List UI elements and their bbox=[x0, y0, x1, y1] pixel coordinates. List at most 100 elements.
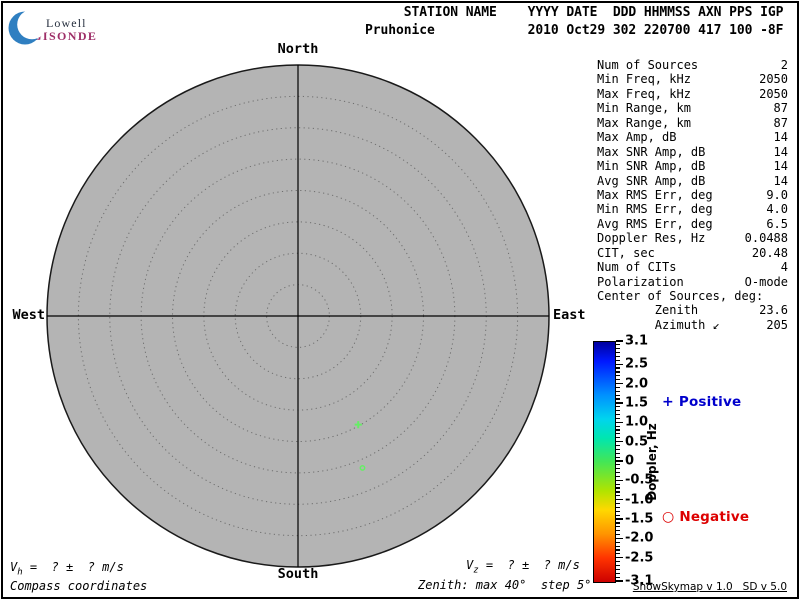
info-row: Max Range, km 87 bbox=[597, 116, 788, 130]
colorbar-tick bbox=[616, 394, 620, 396]
software-version-label: ShowSkymap v 1.0 SD v 5.0 bbox=[632, 581, 787, 593]
compass-label-south: South bbox=[277, 566, 319, 582]
info-row-value: 2 bbox=[780, 58, 788, 72]
info-row-value: 6.5 bbox=[766, 216, 788, 231]
info-row-value: 23.6 bbox=[759, 303, 788, 318]
compass-label-north: North bbox=[277, 41, 319, 57]
info-row: Max Amp, dB 14 bbox=[597, 130, 788, 144]
colorbar-tick-label: -3.1 bbox=[625, 573, 654, 589]
colorbar-tick bbox=[616, 390, 620, 392]
colorbar-tick bbox=[616, 464, 620, 466]
colorbar-tick bbox=[616, 468, 620, 470]
info-row: Min Freq, kHz 2050 bbox=[597, 72, 788, 86]
legend-positive-label: Positive bbox=[678, 394, 742, 410]
info-row: Polarization O-mode bbox=[597, 275, 788, 289]
lowell-crescent-icon bbox=[8, 9, 47, 45]
vh-velocity-label: Vh = ? ± ? m/s bbox=[10, 560, 124, 577]
colorbar-tick bbox=[616, 402, 623, 404]
colorbar-tick bbox=[616, 398, 620, 400]
colorbar-tick bbox=[616, 382, 623, 385]
info-row-label: Max Amp, dB bbox=[597, 130, 677, 145]
colorbar-tick bbox=[616, 549, 620, 551]
vh-sub: h bbox=[17, 567, 23, 578]
info-row-value: 14 bbox=[773, 130, 788, 145]
info-row-label: Min Range, km bbox=[597, 101, 691, 116]
colorbar-tick bbox=[616, 371, 620, 373]
colorbar-tick bbox=[616, 363, 623, 365]
colorbar-tick bbox=[616, 359, 620, 361]
info-row-label: Min SNR Amp, dB bbox=[597, 159, 706, 174]
zenith-range-note: Zenith: max 40° step 5° bbox=[418, 578, 592, 592]
info-row-label: Azimuth ↙ bbox=[597, 317, 720, 332]
legend-negative-label: Negative bbox=[679, 509, 750, 525]
colorbar-tick bbox=[616, 437, 620, 439]
compass-label-east: East bbox=[553, 307, 586, 323]
doppler-colorbar-ticks: 3.1 2.5 2.0 1.5 1.0 0.5 0 -0.5 -1.0 -1.5 -2.0 -2.5 -… bbox=[616, 334, 676, 589]
colorbar-tick bbox=[616, 417, 620, 419]
colorbar-tick bbox=[616, 502, 620, 505]
colorbar-tick bbox=[616, 537, 623, 539]
colorbar-tick bbox=[616, 576, 620, 578]
info-row-label: Doppler Res, Hz bbox=[597, 231, 706, 246]
info-row-label: Max RMS Err, deg bbox=[597, 187, 713, 202]
info-row-label: CIT, sec bbox=[597, 245, 655, 260]
colorbar-tick bbox=[616, 545, 620, 547]
colorbar-tick bbox=[616, 572, 620, 574]
colorbar-tick-label: -1.0 bbox=[625, 492, 654, 508]
legend-positive: + Positive bbox=[662, 394, 741, 410]
info-row: Azimuth ↙ 205 bbox=[597, 318, 788, 332]
vz-sub: z bbox=[473, 565, 479, 576]
colorbar-tick bbox=[616, 491, 620, 493]
doppler-source-points bbox=[354, 421, 366, 471]
colorbar-tick-label: 2.5 bbox=[625, 356, 649, 372]
info-row-value: 205 bbox=[766, 317, 788, 332]
info-row-label: Max Freq, kHz bbox=[597, 86, 691, 101]
colorbar-tick-label: 3.1 bbox=[625, 333, 649, 349]
info-row-value: 0.0488 bbox=[744, 231, 788, 246]
colorbar-tick bbox=[616, 472, 620, 474]
colorbar-tick bbox=[616, 526, 620, 528]
colorbar-tick bbox=[616, 533, 620, 536]
colorbar-tick bbox=[616, 386, 620, 389]
info-row: Min SNR Amp, dB 14 bbox=[597, 159, 788, 173]
colorbar-tick bbox=[616, 429, 620, 431]
info-row: CIT, sec 20.48 bbox=[597, 246, 788, 260]
colorbar-tick-label: -2.0 bbox=[625, 530, 654, 546]
info-row: Center of Sources, deg: bbox=[597, 289, 788, 303]
info-row-label: Avg SNR Amp, dB bbox=[597, 173, 706, 188]
info-row-label: Max SNR Amp, dB bbox=[597, 144, 706, 159]
colorbar-tick bbox=[616, 348, 620, 350]
colorbar-tick bbox=[616, 410, 620, 412]
info-row-label: Zenith bbox=[597, 303, 699, 318]
colorbar-tick bbox=[616, 518, 623, 520]
doppler-colorbar bbox=[593, 341, 616, 583]
info-row: Doppler Res, Hz 0.0488 bbox=[597, 231, 788, 245]
info-row-label: Min Freq, kHz bbox=[597, 72, 691, 87]
colorbar-tick bbox=[616, 340, 623, 342]
info-row-value: 14 bbox=[773, 173, 788, 188]
info-row-value: 14 bbox=[773, 144, 788, 159]
colorbar-tick bbox=[616, 367, 620, 369]
colorbar-tick-label: 2.0 bbox=[625, 376, 649, 392]
info-row-label: Num of CITs bbox=[597, 260, 677, 275]
colorbar-tick bbox=[616, 375, 620, 377]
colorbar-tick bbox=[616, 580, 623, 582]
plus-icon: + bbox=[662, 394, 674, 410]
colorbar-tick bbox=[616, 553, 620, 555]
coordinate-system-label: Compass coordinates bbox=[10, 579, 148, 593]
colorbar-tick bbox=[616, 425, 620, 427]
positive-doppler-point bbox=[354, 421, 362, 429]
info-row: Max RMS Err, deg 9.0 bbox=[597, 188, 788, 202]
vz-var: V bbox=[466, 558, 474, 572]
colorbar-tick bbox=[616, 413, 620, 416]
colorbar-tick bbox=[616, 506, 620, 509]
info-row: Avg SNR Amp, dB 14 bbox=[597, 174, 788, 188]
station-header: STATION NAME YYYY DATE DDD HHMMSS AXN PP… bbox=[365, 4, 783, 39]
colorbar-tick bbox=[616, 561, 620, 563]
colorbar-tick-label: 1.0 bbox=[625, 414, 649, 430]
colorbar-tick bbox=[616, 355, 620, 358]
info-row: Avg RMS Err, deg 6.5 bbox=[597, 217, 788, 231]
info-row: Num of Sources 2 bbox=[597, 58, 788, 72]
colorbar-tick bbox=[616, 530, 620, 532]
